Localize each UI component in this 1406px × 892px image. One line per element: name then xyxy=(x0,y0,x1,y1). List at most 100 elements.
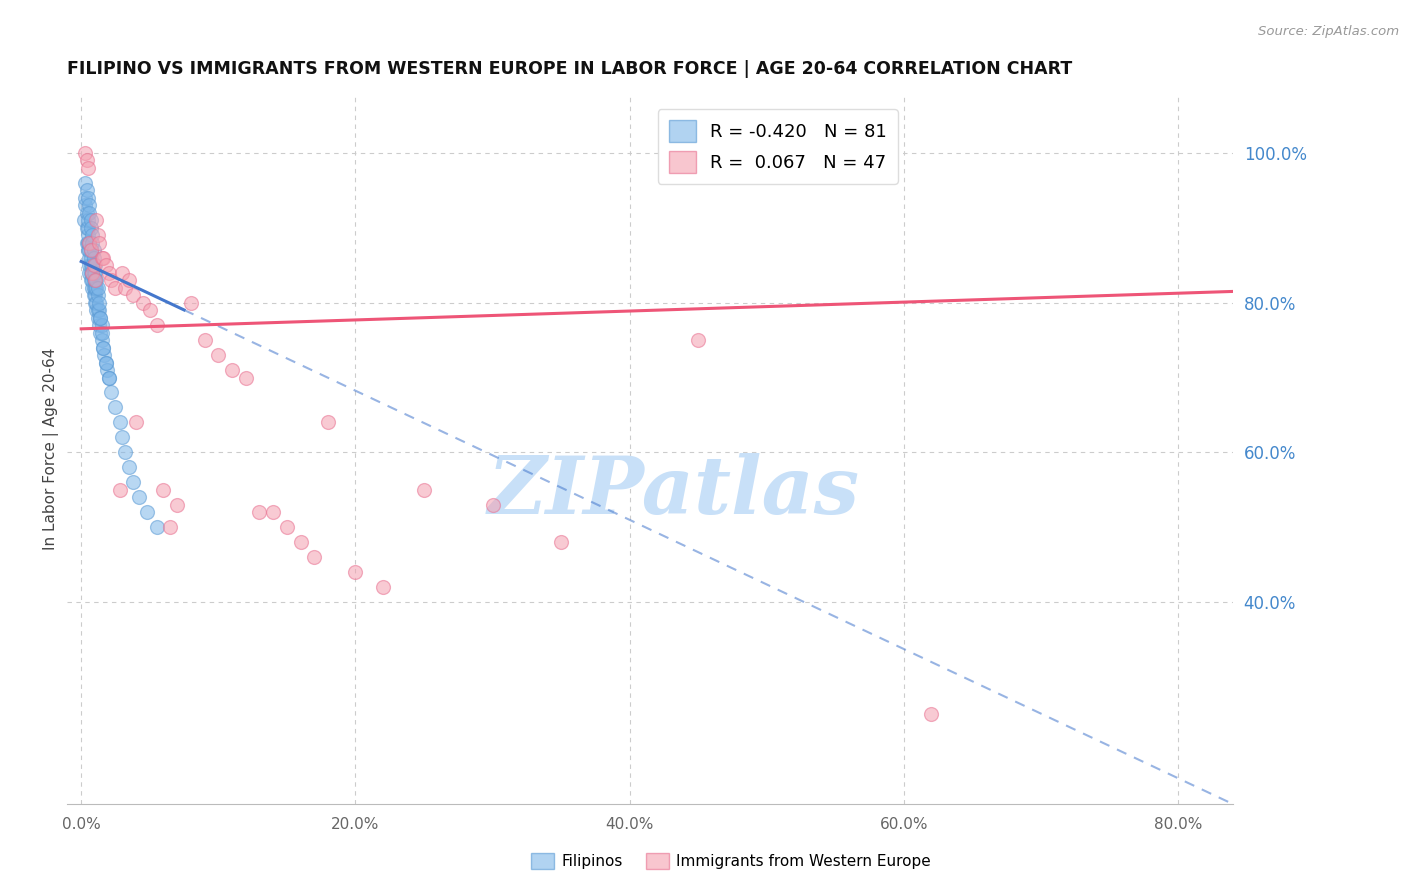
Point xyxy=(136,505,159,519)
Point xyxy=(75,145,97,160)
Point xyxy=(75,176,97,190)
Point xyxy=(77,228,100,243)
Point xyxy=(550,535,572,549)
Point xyxy=(118,273,141,287)
Point xyxy=(316,416,339,430)
Point xyxy=(235,370,257,384)
Point xyxy=(104,281,127,295)
Point xyxy=(166,498,188,512)
Point xyxy=(91,341,114,355)
Point xyxy=(80,251,103,265)
Point xyxy=(83,273,105,287)
Point xyxy=(145,318,167,332)
Point xyxy=(90,251,112,265)
Point xyxy=(83,281,105,295)
Point xyxy=(77,213,100,227)
Point xyxy=(80,244,103,258)
Point xyxy=(80,244,103,258)
Point xyxy=(139,303,162,318)
Point xyxy=(80,258,103,272)
Point xyxy=(87,318,110,332)
Point xyxy=(82,266,104,280)
Point xyxy=(79,206,101,220)
Point xyxy=(76,153,98,168)
Point xyxy=(80,273,103,287)
Point xyxy=(83,273,105,287)
Point xyxy=(194,333,217,347)
Point xyxy=(83,288,105,302)
Point xyxy=(82,258,104,272)
Point xyxy=(207,348,229,362)
Point xyxy=(83,288,105,302)
Point xyxy=(82,273,104,287)
Point xyxy=(371,580,394,594)
Point xyxy=(79,235,101,250)
Point xyxy=(128,490,150,504)
Point xyxy=(84,303,107,318)
Text: ZIPatlas: ZIPatlas xyxy=(488,452,859,530)
Point xyxy=(89,310,111,325)
Point xyxy=(83,273,105,287)
Point xyxy=(249,505,271,519)
Point xyxy=(83,266,105,280)
Point xyxy=(114,445,136,459)
Point xyxy=(262,505,284,519)
Point xyxy=(79,251,101,265)
Point xyxy=(91,341,114,355)
Point xyxy=(86,303,108,318)
Point xyxy=(125,416,148,430)
Point xyxy=(79,244,101,258)
Point xyxy=(145,520,167,534)
Point xyxy=(89,310,111,325)
Point xyxy=(82,266,104,280)
Point xyxy=(82,281,104,295)
Point xyxy=(481,498,503,512)
Point xyxy=(94,355,117,369)
Point xyxy=(79,198,101,212)
Point xyxy=(77,191,100,205)
Point xyxy=(82,228,104,243)
Point xyxy=(77,235,100,250)
Point xyxy=(91,251,114,265)
Point xyxy=(80,213,103,227)
Point xyxy=(86,281,108,295)
Point xyxy=(86,288,108,302)
Point xyxy=(83,244,105,258)
Point xyxy=(104,401,127,415)
Point xyxy=(93,348,115,362)
Point xyxy=(97,266,120,280)
Point xyxy=(290,535,312,549)
Point xyxy=(122,475,145,490)
Point xyxy=(118,460,141,475)
Point xyxy=(73,213,96,227)
Point xyxy=(84,213,107,227)
Point xyxy=(304,550,326,565)
Point xyxy=(83,258,105,272)
Point xyxy=(344,565,367,579)
Point xyxy=(83,281,105,295)
Point xyxy=(90,318,112,332)
Point xyxy=(79,258,101,272)
Point xyxy=(77,161,100,175)
Point xyxy=(76,183,98,197)
Point xyxy=(159,520,181,534)
Point xyxy=(111,266,134,280)
Point xyxy=(84,281,107,295)
Point xyxy=(87,295,110,310)
Point xyxy=(80,266,103,280)
Point xyxy=(84,295,107,310)
Y-axis label: In Labor Force | Age 20-64: In Labor Force | Age 20-64 xyxy=(44,348,59,549)
Point xyxy=(921,707,943,722)
Point xyxy=(97,370,120,384)
Point xyxy=(75,198,97,212)
Text: FILIPINO VS IMMIGRANTS FROM WESTERN EUROPE IN LABOR FORCE | AGE 20-64 CORRELATIO: FILIPINO VS IMMIGRANTS FROM WESTERN EURO… xyxy=(67,60,1073,78)
Point xyxy=(97,370,120,384)
Point xyxy=(89,326,111,340)
Point xyxy=(132,295,155,310)
Point xyxy=(87,303,110,318)
Point xyxy=(83,266,105,280)
Point xyxy=(77,244,100,258)
Text: Source: ZipAtlas.com: Source: ZipAtlas.com xyxy=(1258,25,1399,38)
Point xyxy=(83,295,105,310)
Point xyxy=(100,273,122,287)
